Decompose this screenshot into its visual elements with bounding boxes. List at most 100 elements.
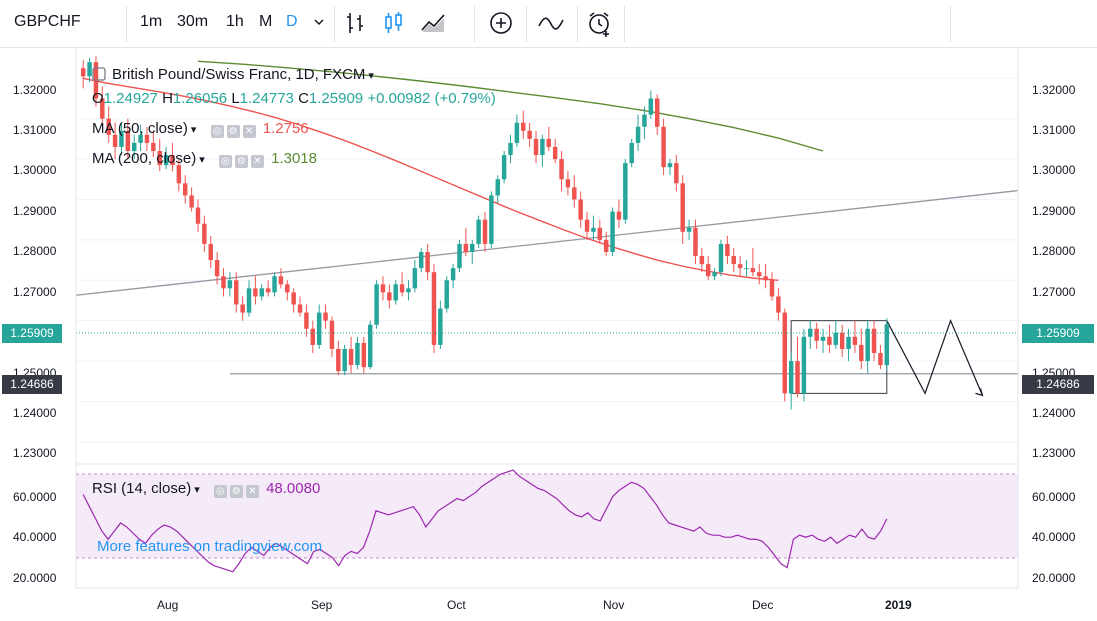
area-chart-icon[interactable] bbox=[420, 10, 448, 36]
chevron-down-icon[interactable] bbox=[313, 16, 325, 28]
gear-icon[interactable]: ⚙ bbox=[234, 154, 248, 168]
change-value: +0.00982 (+0.79%) bbox=[367, 90, 496, 107]
price-axis-label: 1.32000 bbox=[13, 83, 57, 97]
close-icon[interactable]: ✕ bbox=[250, 154, 264, 168]
candle-body bbox=[240, 304, 245, 313]
candle-body bbox=[234, 280, 239, 305]
chevron-down-icon[interactable]: ▾ bbox=[199, 154, 205, 166]
candle-body bbox=[820, 336, 826, 341]
price-axis-label: 1.30000 bbox=[13, 163, 57, 177]
symbol-search[interactable]: GBPCHF bbox=[14, 13, 81, 30]
ma50-legend[interactable]: MA (50, close) ▾ ◎ ⚙ ✕ 1.2756 bbox=[92, 120, 309, 138]
candle-body bbox=[329, 320, 335, 349]
rsi-axis-label-right: 60.0000 bbox=[1032, 490, 1076, 504]
legend-symbol-title: British Pound/Swiss Franc, 1D, FXCM bbox=[112, 66, 366, 83]
candle-body bbox=[399, 284, 405, 293]
candle-body bbox=[750, 268, 756, 273]
gear-icon[interactable]: ⚙ bbox=[226, 124, 240, 138]
candle-body bbox=[80, 68, 86, 77]
price-axis-label-right: 1.28000 bbox=[1032, 244, 1076, 258]
add-indicator-icon[interactable] bbox=[488, 10, 514, 36]
price-axis-label-right: 1.27000 bbox=[1032, 285, 1076, 299]
support-price-badge-right: 1.24686 bbox=[1022, 375, 1094, 394]
candle-body bbox=[304, 312, 309, 329]
interval-1h-button[interactable]: 1h bbox=[226, 13, 244, 30]
candle-body bbox=[291, 292, 296, 305]
candle-body bbox=[731, 256, 736, 265]
ma50-layer bbox=[83, 77, 779, 281]
indicator-controls: ◎ ⚙ ✕ bbox=[213, 481, 262, 498]
tradingview-watermark-link[interactable]: More features on tradingview.com bbox=[97, 538, 323, 555]
candle-body bbox=[648, 98, 654, 115]
candle-body bbox=[431, 272, 437, 345]
chart-area[interactable]: 1.32000 1.31000 1.30000 1.29000 1.28000 … bbox=[0, 48, 1097, 621]
candle-body bbox=[705, 264, 711, 277]
candle-body bbox=[176, 165, 182, 184]
time-axis-label-year: 2019 bbox=[885, 598, 912, 612]
candle-body bbox=[470, 243, 475, 252]
candle-body bbox=[157, 151, 162, 166]
projection-arrowhead bbox=[975, 388, 984, 397]
candle-body bbox=[355, 342, 360, 366]
chevron-down-icon[interactable]: ▾ bbox=[190, 124, 197, 136]
rsi-axis-label-right: 40.0000 bbox=[1032, 530, 1076, 544]
eye-icon[interactable]: ◎ bbox=[218, 154, 232, 168]
rsi-line bbox=[82, 469, 888, 573]
toolbar-divider bbox=[526, 6, 527, 42]
candle-body bbox=[138, 134, 143, 143]
price-axis-label: 1.23000 bbox=[13, 446, 57, 460]
candle-body bbox=[253, 288, 258, 297]
ma50-value: 1.2756 bbox=[262, 120, 309, 137]
candle-body bbox=[227, 280, 233, 289]
candles-chart-icon[interactable] bbox=[382, 10, 406, 36]
candle-body bbox=[610, 211, 615, 252]
eye-icon[interactable]: ◎ bbox=[213, 484, 227, 498]
indicator-controls: ◎ ⚙ ✕ bbox=[210, 121, 259, 138]
ma200-title: MA (200, close) bbox=[92, 150, 197, 167]
ma200-value: 1.3018 bbox=[271, 150, 317, 167]
open-value: 1.24927 bbox=[103, 90, 158, 107]
bars-chart-icon[interactable] bbox=[344, 10, 368, 36]
interval-month-button[interactable]: M bbox=[259, 13, 273, 30]
interval-30m-button[interactable]: 30m bbox=[177, 13, 209, 30]
candle-body bbox=[597, 227, 603, 240]
candle-body bbox=[348, 348, 354, 366]
candle-body bbox=[425, 251, 430, 273]
interval-day-button[interactable]: D bbox=[286, 13, 298, 30]
chevron-down-icon[interactable]: ▾ bbox=[368, 70, 374, 82]
close-icon[interactable]: ✕ bbox=[242, 124, 256, 138]
price-axis-label-right: 1.30000 bbox=[1032, 163, 1076, 177]
low-label: L bbox=[231, 90, 240, 107]
candle-body bbox=[616, 211, 622, 220]
candle-body bbox=[297, 304, 303, 313]
candle-body bbox=[788, 361, 794, 394]
candle-body bbox=[380, 284, 386, 293]
candle-body bbox=[667, 163, 673, 168]
candle-body bbox=[846, 336, 851, 349]
gear-icon[interactable]: ⚙ bbox=[229, 484, 243, 498]
candle-body bbox=[584, 219, 590, 232]
alert-clock-icon[interactable] bbox=[586, 10, 614, 38]
eye-icon[interactable]: ◎ bbox=[210, 124, 224, 138]
symbol-legend[interactable]: British Pound/Swiss Franc, 1D, FXCM ▾ bbox=[92, 66, 374, 83]
candle-body bbox=[100, 98, 105, 119]
toolbar-divider bbox=[624, 6, 625, 42]
candle-body bbox=[106, 118, 111, 135]
chevron-down-icon[interactable]: ▾ bbox=[194, 484, 200, 496]
price-axis-label: 1.27000 bbox=[13, 285, 57, 299]
candle-body bbox=[323, 312, 328, 321]
price-axis-label: 1.31000 bbox=[13, 123, 57, 137]
close-icon[interactable]: ✕ bbox=[245, 484, 259, 498]
interval-1m-button[interactable]: 1m bbox=[140, 13, 163, 30]
candle-body bbox=[763, 276, 768, 281]
ma200-line bbox=[197, 60, 824, 152]
candle-body bbox=[686, 227, 692, 232]
candle-body bbox=[361, 342, 367, 368]
rsi-legend[interactable]: RSI (14, close) ▾ ◎ ⚙ ✕ 48.0080 bbox=[92, 480, 320, 498]
candle-body bbox=[189, 195, 194, 208]
candle-body bbox=[501, 155, 507, 180]
candle-body bbox=[546, 138, 552, 147]
ma200-legend[interactable]: MA (200, close) ▾ ◎ ⚙ ✕ 1.3018 bbox=[92, 150, 317, 168]
candle-body bbox=[718, 243, 724, 273]
compare-icon[interactable] bbox=[537, 10, 565, 36]
